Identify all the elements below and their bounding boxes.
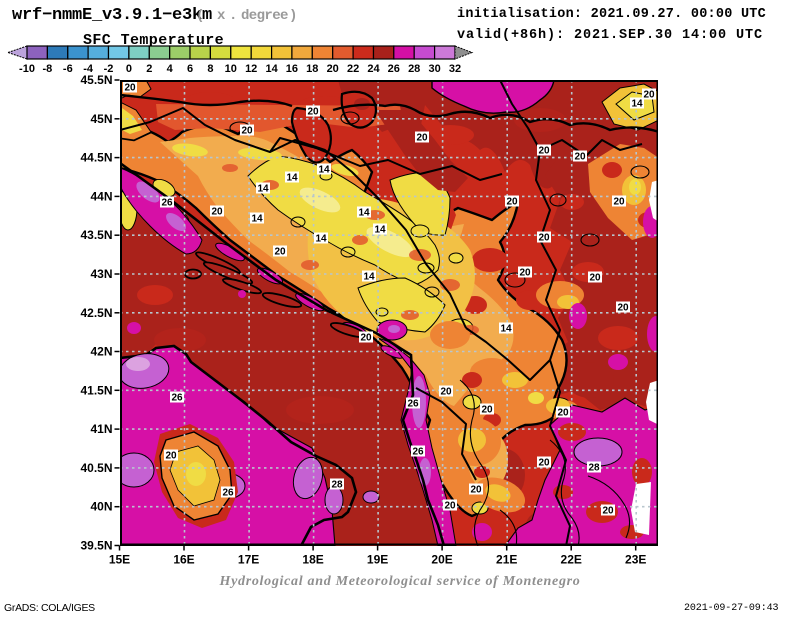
svg-text:45N: 45N [90, 112, 112, 126]
svg-text:20: 20 [241, 126, 253, 137]
svg-text:16E: 16E [173, 553, 194, 567]
svg-text:45.5N: 45.5N [80, 73, 112, 87]
svg-text:6: 6 [187, 63, 193, 75]
svg-text:20: 20 [538, 146, 550, 157]
svg-text:26: 26 [412, 447, 424, 458]
svg-text:17E: 17E [238, 553, 259, 567]
svg-text:43N: 43N [90, 267, 112, 281]
svg-text:14: 14 [631, 99, 643, 110]
svg-text:26: 26 [407, 399, 419, 410]
svg-text:18: 18 [306, 63, 318, 75]
svg-text:14: 14 [251, 214, 263, 225]
svg-text:22: 22 [347, 63, 359, 75]
svg-text:14: 14 [500, 324, 512, 335]
svg-text:20: 20 [211, 207, 223, 218]
svg-text:20: 20 [274, 247, 286, 258]
svg-text:14: 14 [265, 63, 278, 75]
svg-text:26: 26 [222, 488, 234, 499]
svg-text:12: 12 [245, 63, 257, 75]
svg-text:14: 14 [358, 208, 370, 219]
svg-text:40.5N: 40.5N [80, 461, 112, 475]
svg-text:44.5N: 44.5N [80, 151, 112, 165]
svg-text:40N: 40N [90, 500, 112, 514]
svg-text:0: 0 [126, 63, 132, 75]
svg-text:14: 14 [363, 272, 375, 283]
svg-text:16: 16 [286, 63, 298, 75]
svg-text:-8: -8 [43, 63, 53, 75]
svg-text:20: 20 [360, 333, 372, 344]
svg-text:14: 14 [374, 225, 386, 236]
svg-text:4: 4 [167, 63, 174, 75]
svg-text:10: 10 [225, 63, 237, 75]
svg-text:26: 26 [171, 393, 183, 404]
svg-text:14: 14 [318, 165, 330, 176]
svg-text:32: 32 [449, 63, 461, 75]
svg-text:14: 14 [257, 184, 269, 195]
svg-text:20: 20 [506, 197, 518, 208]
svg-text:28: 28 [588, 463, 600, 474]
svg-text:39.5N: 39.5N [80, 539, 112, 553]
svg-text:15E: 15E [109, 553, 130, 567]
svg-text:20: 20 [444, 501, 456, 512]
svg-text:-2: -2 [104, 63, 114, 75]
svg-text:20: 20 [538, 233, 550, 244]
svg-text:8: 8 [207, 63, 213, 75]
svg-text:22E: 22E [561, 553, 582, 567]
svg-text:18E: 18E [302, 553, 323, 567]
svg-text:20: 20 [643, 90, 655, 101]
svg-text:30: 30 [428, 63, 440, 75]
svg-text:20: 20 [574, 152, 586, 163]
svg-text:14: 14 [315, 234, 327, 245]
svg-text:20: 20 [165, 451, 177, 462]
svg-text:20: 20 [613, 197, 625, 208]
svg-text:23E: 23E [625, 553, 646, 567]
svg-text:20: 20 [602, 506, 614, 517]
svg-text:42N: 42N [90, 345, 112, 359]
svg-text:-10: -10 [19, 63, 35, 75]
svg-text:20: 20 [440, 387, 452, 398]
svg-text:20: 20 [617, 303, 629, 314]
svg-text:20: 20 [307, 107, 319, 118]
svg-text:20: 20 [416, 133, 428, 144]
svg-text:28: 28 [408, 63, 420, 75]
svg-text:26: 26 [161, 198, 173, 209]
svg-text:19E: 19E [367, 553, 388, 567]
svg-text:14: 14 [286, 173, 298, 184]
svg-text:20E: 20E [431, 553, 452, 567]
svg-text:-6: -6 [63, 63, 73, 75]
svg-text:20: 20 [470, 485, 482, 496]
svg-text:41.5N: 41.5N [80, 383, 112, 397]
svg-text:24: 24 [367, 63, 380, 75]
svg-text:44N: 44N [90, 189, 112, 203]
svg-text:43.5N: 43.5N [80, 228, 112, 242]
svg-text:20: 20 [519, 268, 531, 279]
svg-text:20: 20 [481, 405, 493, 416]
svg-text:-4: -4 [83, 63, 94, 75]
svg-text:20: 20 [589, 273, 601, 284]
svg-text:20: 20 [557, 408, 569, 419]
svg-text:28: 28 [331, 480, 343, 491]
svg-text:26: 26 [388, 63, 400, 75]
svg-text:42.5N: 42.5N [80, 306, 112, 320]
svg-text:2: 2 [146, 63, 152, 75]
svg-text:20: 20 [124, 83, 136, 94]
svg-text:20: 20 [538, 458, 550, 469]
svg-text:41N: 41N [90, 422, 112, 436]
svg-text:21E: 21E [496, 553, 517, 567]
svg-text:20: 20 [327, 63, 339, 75]
